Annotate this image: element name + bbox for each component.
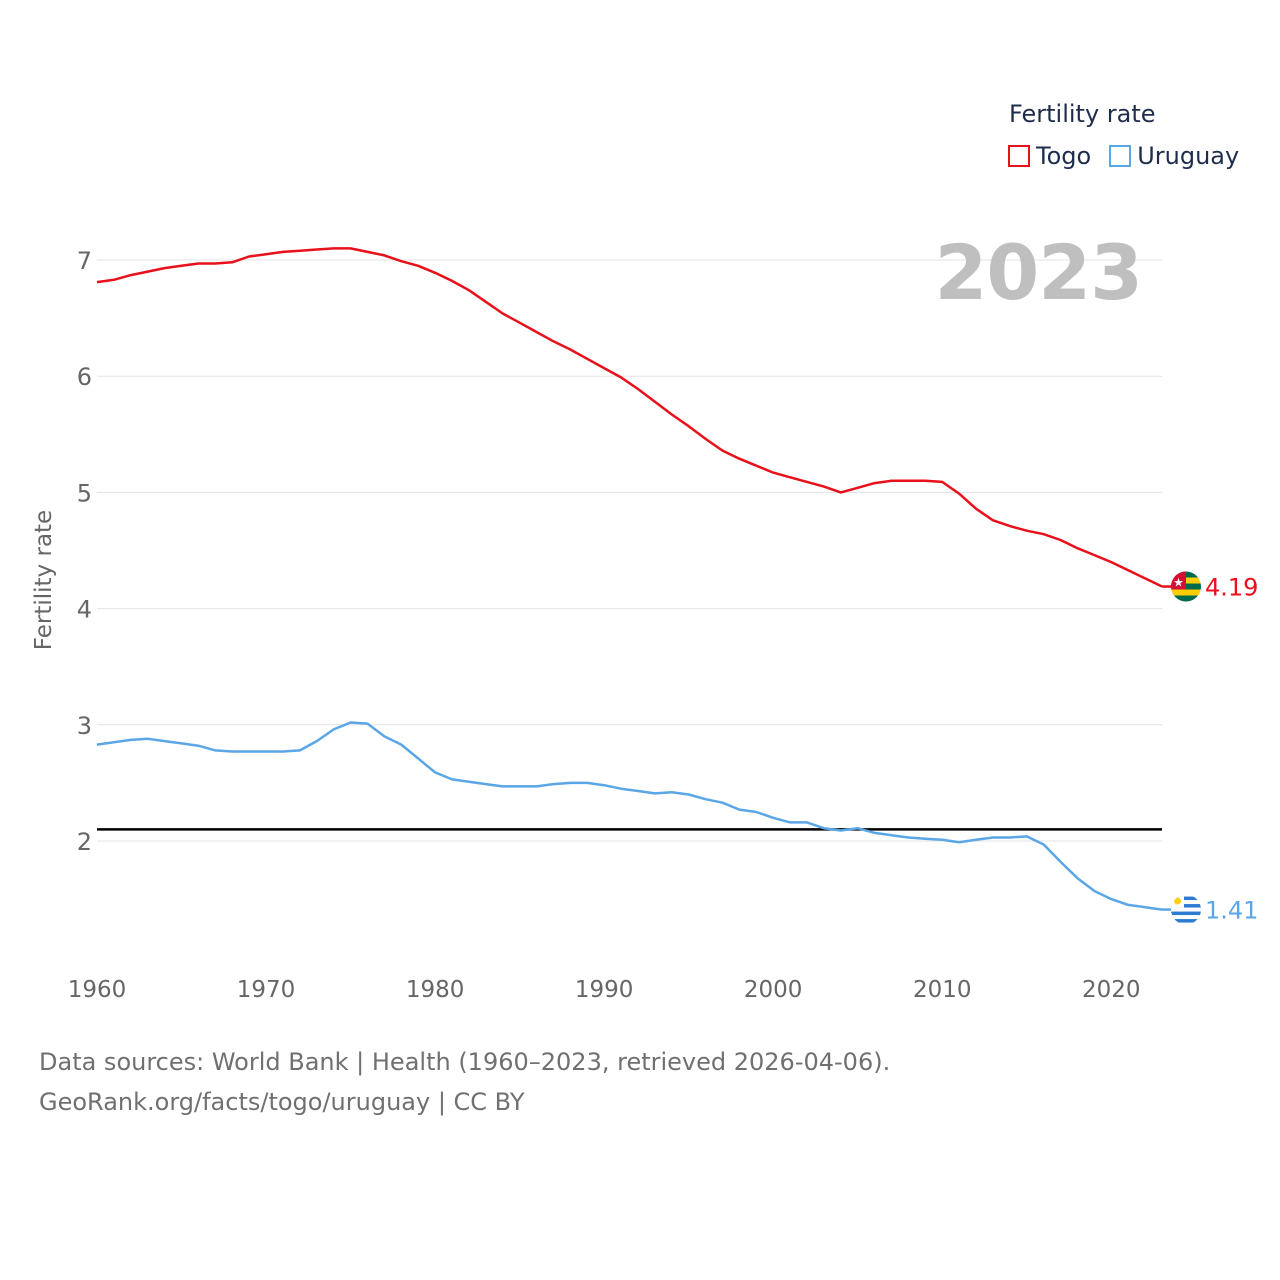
legend-label-togo: Togo [1036,142,1092,170]
series-lines [96,247,1163,911]
togo-flag-icon: ★ [1171,571,1201,602]
footer: Data sources: World Bank | Health (1960–… [39,1042,890,1122]
legend-item-uruguay[interactable]: Uruguay [1109,142,1239,170]
x-tick-label: 1960 [68,977,127,1003]
series-line-uruguay [96,721,1163,911]
end-value-label: 1.41 [1205,897,1258,925]
x-tick-label: 1980 [406,977,465,1003]
legend: Togo Uruguay [1008,142,1257,170]
x-tick-label: 2000 [744,977,803,1003]
y-tick-label: 7 [77,247,92,275]
y-tick-label: 4 [77,596,92,624]
y-tick-label: 5 [77,479,92,507]
attribution-link[interactable]: GeoRank.org/facts/togo/uruguay | CC BY [39,1088,525,1116]
year-watermark: 2023 [934,228,1143,317]
y-tick-label: 6 [77,363,92,391]
x-tick-labels: 1960 1970 1980 1990 2000 2010 2020 [68,977,1141,1003]
legend-swatch-uruguay [1109,145,1132,167]
legend-swatch-togo [1008,145,1030,167]
end-markers: ★ 4.19 1.41 [1162,571,1258,925]
x-tick-label: 2010 [913,977,972,1003]
legend-item-togo[interactable]: Togo [1008,142,1091,170]
grid-lines [97,259,1162,842]
uruguay-flag-icon [1171,894,1201,925]
end-value-label: 4.19 [1205,574,1258,602]
y-tick-label: 2 [77,828,92,856]
x-tick-label: 2020 [1082,977,1141,1003]
series-line-togo [96,247,1163,588]
x-tick-label: 1970 [237,977,296,1003]
x-tick-label: 1990 [575,977,634,1003]
y-tick-labels: 2 3 4 5 6 7 [77,247,92,856]
legend-title: Fertility rate [1009,100,1156,128]
y-axis-label: Fertility rate [31,510,57,650]
legend-label-uruguay: Uruguay [1137,142,1240,170]
data-source-text: Data sources: World Bank | Health (1960–… [39,1048,891,1076]
y-tick-label: 3 [77,712,92,740]
svg-text:★: ★ [1173,576,1184,590]
